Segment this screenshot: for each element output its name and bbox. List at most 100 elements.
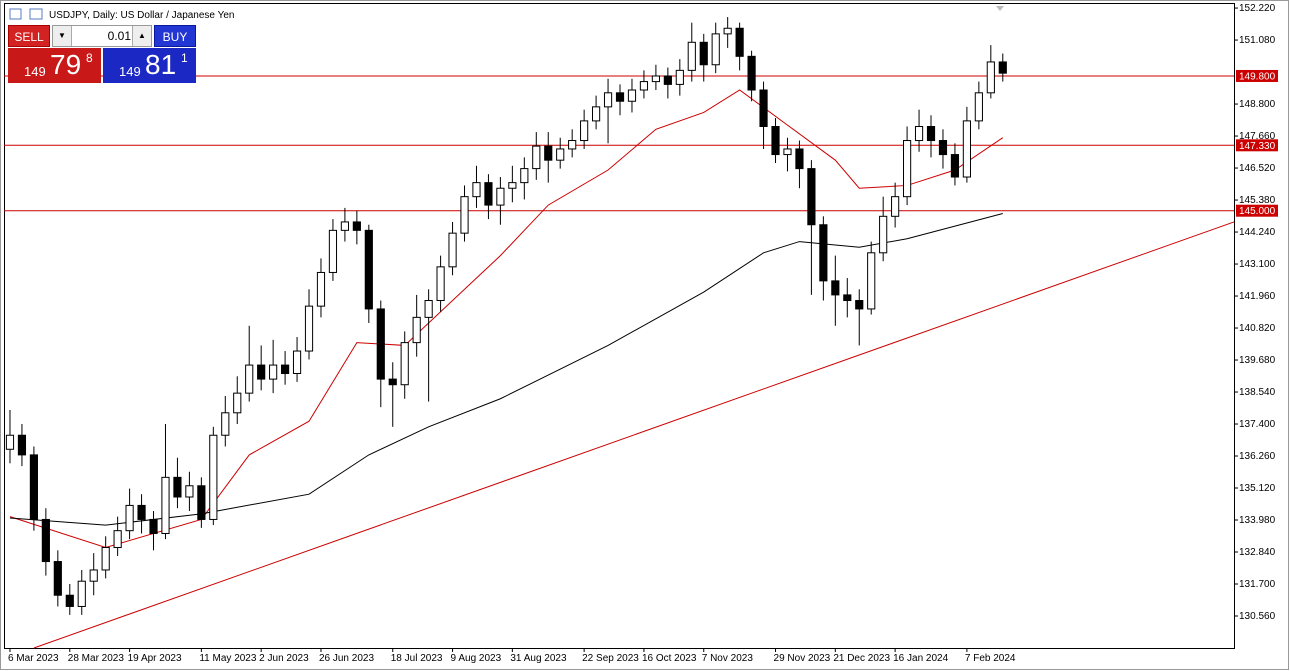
candle-body	[41, 518, 50, 563]
y-tick-label: 143.100	[1239, 259, 1276, 270]
candle-body	[783, 148, 792, 156]
level-tag	[1236, 69, 1278, 82]
x-tick-label: 6 Mar 2023	[8, 653, 59, 664]
ask-main: 81	[145, 49, 177, 80]
y-tick-label: 146.520	[1239, 163, 1276, 174]
candle-body	[580, 120, 589, 142]
chart-icon[interactable]	[29, 8, 43, 20]
x-tick-label: 19 Apr 2023	[128, 653, 182, 664]
x-tick-label: 7 Nov 2023	[702, 653, 754, 664]
y-tick-label: 133.980	[1239, 515, 1276, 526]
ask-big: 149	[119, 64, 141, 79]
candle-body	[77, 580, 86, 607]
x-tick-label: 16 Jan 2024	[893, 653, 948, 664]
buy-button[interactable]: BUY	[154, 25, 196, 47]
y-tick-label: 140.820	[1239, 323, 1276, 334]
candle-body	[304, 305, 314, 352]
candle-body	[508, 182, 517, 189]
volume-box[interactable]: ▼ 0.01 ▲	[52, 25, 152, 47]
candle-body	[843, 294, 852, 302]
candle-body	[173, 476, 182, 498]
candle-body	[819, 224, 828, 282]
x-tick-label: 9 Aug 2023	[451, 653, 502, 664]
candle-body	[472, 182, 481, 198]
shift-marker	[996, 6, 1004, 11]
candle-body	[556, 148, 565, 161]
candle-body	[711, 33, 720, 66]
x-tick-label: 29 Nov 2023	[774, 653, 831, 664]
candle-body	[436, 266, 445, 302]
candle-body	[544, 145, 553, 161]
candle-body	[592, 106, 601, 122]
candle-body	[412, 316, 421, 344]
candle-body	[5, 434, 15, 450]
y-tick-label: 141.960	[1239, 291, 1276, 302]
moving-average	[9, 89, 1004, 549]
chart-title: USDJPY, Daily: US Dollar / Japanese Yen	[49, 10, 234, 21]
candle-body	[914, 125, 924, 142]
candle-body	[292, 350, 302, 374]
candle-body	[938, 140, 948, 156]
ask-quote[interactable]: 149 81 1	[103, 48, 196, 83]
candle-body	[747, 55, 756, 91]
bid-big: 149	[24, 64, 46, 79]
candle-body	[448, 232, 457, 268]
level-label: 145.000	[1239, 206, 1276, 217]
level-label: 147.330	[1239, 141, 1276, 152]
candle-body	[867, 252, 876, 310]
candle-body	[651, 75, 660, 83]
y-tick-label: 145.380	[1239, 195, 1276, 206]
y-tick-label: 137.400	[1239, 419, 1276, 430]
y-tick-label: 148.800	[1239, 99, 1276, 110]
candle-body	[161, 476, 170, 534]
menu-icon[interactable]	[9, 8, 22, 20]
candle-body	[149, 518, 158, 534]
bid-quote[interactable]: 149 79 8	[8, 48, 101, 83]
x-tick-label: 28 Mar 2023	[68, 653, 125, 664]
candle-body	[795, 148, 804, 170]
candle-body	[699, 41, 708, 66]
candle-body	[520, 168, 529, 184]
y-tick-label: 147.660	[1239, 131, 1276, 142]
candle-body	[137, 504, 146, 520]
volume-down[interactable]: ▼	[53, 26, 72, 46]
candle-body	[532, 145, 541, 170]
bid-small: 8	[86, 51, 93, 65]
bid-main: 79	[50, 49, 82, 80]
candle-body	[328, 229, 338, 273]
candle-body	[89, 569, 98, 582]
candle-body	[568, 140, 577, 150]
plot-frame	[4, 3, 1235, 649]
candle-body	[663, 75, 672, 85]
candle-body	[65, 594, 74, 607]
candle-body	[998, 61, 1007, 74]
candle-body	[340, 221, 349, 231]
y-tick-label: 130.560	[1239, 611, 1276, 622]
level-label: 149.800	[1239, 71, 1276, 82]
candle-body	[735, 27, 744, 57]
candle-body	[974, 92, 983, 122]
volume-up[interactable]: ▲	[132, 26, 151, 46]
candle-body	[855, 300, 864, 310]
candle-body	[903, 140, 912, 198]
candle-body	[639, 81, 649, 91]
x-tick-label: 22 Sep 2023	[582, 653, 639, 664]
x-tick-label: 7 Feb 2024	[965, 653, 1016, 664]
candle-body	[484, 182, 493, 206]
ask-small: 1	[181, 51, 188, 65]
moving-average	[9, 213, 1003, 526]
candle-body	[460, 196, 469, 234]
candle-body	[723, 27, 732, 35]
candle-body	[257, 364, 266, 380]
candle-body	[125, 504, 134, 532]
sell-button[interactable]: SELL	[8, 25, 50, 47]
x-tick-label: 2 Jun 2023	[259, 653, 309, 664]
candle-body	[831, 280, 840, 296]
candle-body	[233, 392, 242, 414]
candle-body	[687, 41, 696, 71]
y-tick-label: 144.240	[1239, 227, 1276, 238]
candle-body	[496, 187, 505, 206]
candle-body	[771, 125, 780, 156]
